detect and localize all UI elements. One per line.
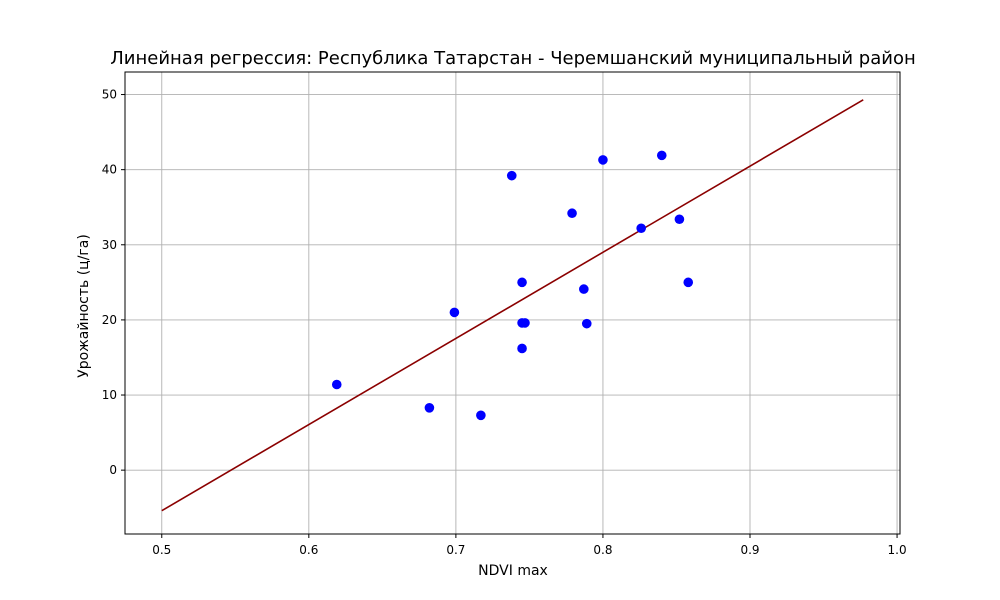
y-tick-label: 0 — [109, 463, 117, 477]
x-tick-label: 0.6 — [299, 543, 318, 557]
scatter-point — [674, 214, 685, 225]
scatter-point — [520, 318, 530, 328]
regression-line — [161, 99, 864, 512]
y-axis-ticks: 0 10 20 30 40 50 — [102, 88, 125, 477]
y-tick-label: 10 — [102, 388, 117, 402]
grid-lines — [125, 72, 900, 534]
scatter-point — [424, 402, 435, 413]
regression-line-layer — [161, 99, 864, 512]
scatter-point — [636, 223, 646, 234]
scatter-point — [567, 208, 577, 219]
x-axis-label: NDVI max — [478, 563, 548, 579]
y-axis-label: Урожайность (ц/га) — [76, 234, 92, 378]
scatter-point — [517, 343, 527, 354]
scatter-point — [476, 410, 486, 421]
scatter-point — [517, 277, 527, 288]
scatter-point — [579, 284, 589, 294]
scatter-point — [656, 150, 667, 161]
x-tick-label: 0.8 — [593, 543, 612, 557]
x-axis-ticks: 0.5 0.6 0.7 0.8 0.9 1.0 — [152, 534, 907, 557]
x-tick-label: 0.7 — [446, 543, 465, 557]
scatter-point — [506, 170, 517, 181]
scatter-point — [581, 318, 592, 329]
scatter-point — [598, 155, 608, 165]
scatter-points-layer — [331, 150, 694, 421]
x-tick-label: 0.5 — [152, 543, 171, 557]
y-tick-label: 50 — [102, 88, 117, 102]
x-tick-label: 1.0 — [888, 543, 907, 557]
scatter-point — [331, 379, 342, 390]
scatter-point — [449, 307, 460, 318]
plot-frame — [124, 71, 901, 535]
y-tick-label: 30 — [102, 238, 117, 252]
scatter-point — [683, 277, 694, 288]
chart-title: Линейная регрессия: Республика Татарстан… — [110, 48, 916, 69]
y-tick-label: 40 — [102, 163, 117, 177]
y-tick-label: 20 — [102, 313, 117, 327]
x-tick-label: 0.9 — [740, 543, 759, 557]
